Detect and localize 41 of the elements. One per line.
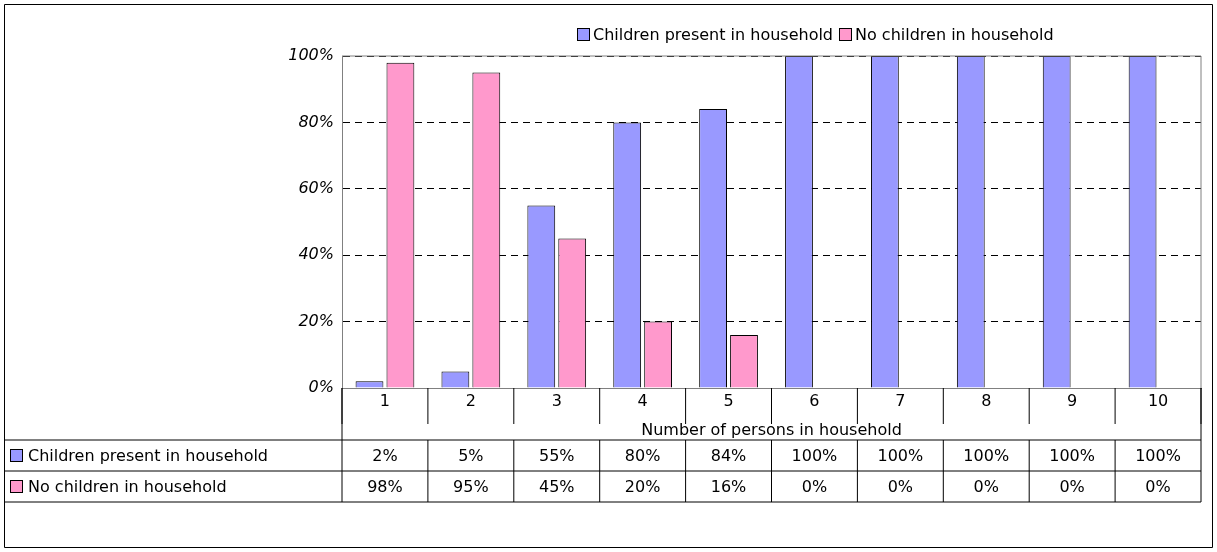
x-tick-label: 6 <box>809 390 820 410</box>
data-label: 45% <box>537 476 576 498</box>
data-label: 16% <box>709 476 748 498</box>
data-label: 84% <box>709 445 748 467</box>
y-tick-label: 80% <box>298 111 334 131</box>
data-label: 0% <box>972 476 1000 498</box>
legend-label: No children in household <box>855 25 1054 44</box>
data-label: 2% <box>371 445 399 467</box>
x-tick-label: 2 <box>465 390 476 410</box>
text: No children in household <box>28 477 227 496</box>
x-tick-label: 8 <box>981 390 992 410</box>
x-tick-label: 7 <box>895 390 906 410</box>
data-label: 80% <box>623 445 662 467</box>
data-label: 5% <box>457 445 485 467</box>
legend-label: Children present in household <box>593 25 834 44</box>
data-label: 20% <box>623 476 662 498</box>
x-tick-label: 9 <box>1067 390 1078 410</box>
data-label: 98% <box>366 476 404 498</box>
data-label: 0% <box>800 476 829 498</box>
data-label: 100% <box>1134 445 1182 467</box>
y-tick-label: 0% <box>308 377 334 397</box>
y-tick-label: 100% <box>288 45 334 65</box>
data-label: 55% <box>537 445 576 467</box>
data-label: 100% <box>962 445 1011 467</box>
x-tick-label: 4 <box>637 390 648 410</box>
text: Children present in household <box>28 446 269 465</box>
data-label: 95% <box>452 476 490 498</box>
data-label: 100% <box>1048 445 1096 467</box>
data-label: 100% <box>876 445 925 467</box>
x-tick-label: 3 <box>551 390 562 410</box>
x-tick-label: 10 <box>1147 390 1169 410</box>
data-label: 0% <box>886 476 915 498</box>
y-tick-label: 40% <box>298 244 334 264</box>
data-label: 0% <box>1058 476 1086 498</box>
x-axis-title: Number of persons in household <box>641 419 902 439</box>
data-label: 100% <box>790 445 839 467</box>
y-tick-label: 20% <box>298 310 334 330</box>
x-tick-label: 1 <box>379 390 391 410</box>
data-label: 0% <box>1144 476 1172 498</box>
y-tick-label: 60% <box>298 177 334 197</box>
x-tick-label: 5 <box>723 390 734 410</box>
